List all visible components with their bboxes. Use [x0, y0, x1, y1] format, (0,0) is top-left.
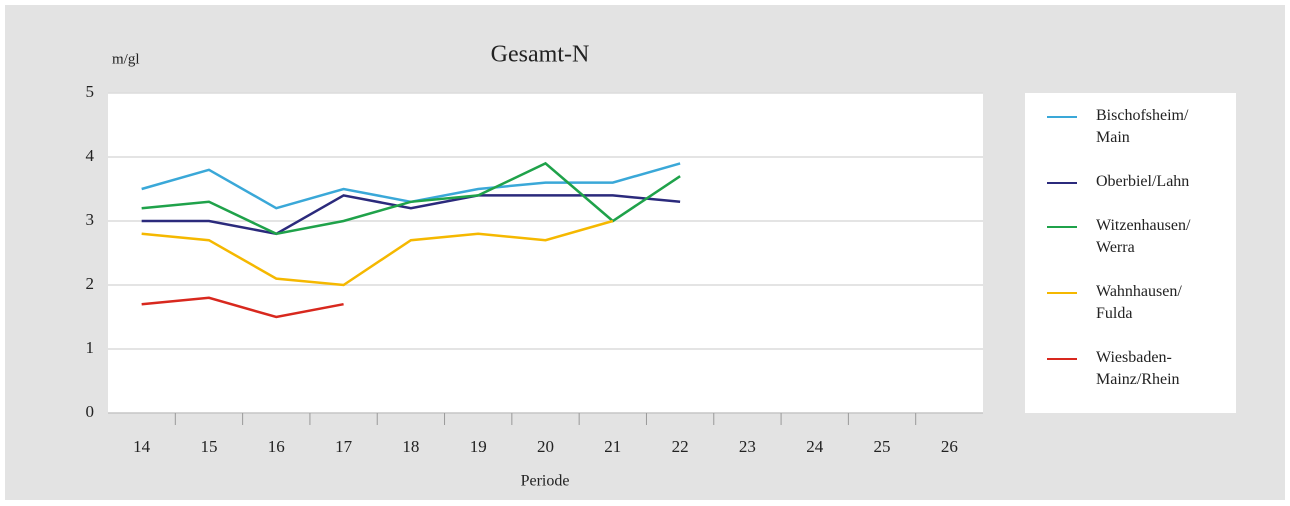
y-tick-label: 1	[86, 338, 95, 357]
y-tick-label: 4	[86, 146, 95, 165]
legend-label: Bischofsheim/ Main	[1096, 107, 1189, 146]
series-line	[141, 161, 681, 236]
series-line	[141, 194, 681, 236]
y-tick-label: 5	[86, 82, 95, 101]
legend-swatch	[1047, 292, 1077, 294]
x-tick-label: 25	[874, 437, 891, 456]
x-tick-label: 15	[200, 437, 217, 456]
x-tick-label: 19	[470, 437, 487, 456]
legend-swatch	[1047, 116, 1077, 118]
y-axis-label: m/gl	[112, 51, 140, 67]
x-tick-label: 22	[672, 437, 689, 456]
x-tick-label: 23	[739, 437, 756, 456]
legend-label: Oberbiel/Lahn	[1096, 173, 1190, 190]
x-tick-label: 26	[941, 437, 958, 456]
x-tick-label: 21	[604, 437, 621, 456]
chart-title: Gesamt-N	[491, 42, 590, 68]
x-tick-label: 14	[133, 437, 151, 456]
x-tick-label: 16	[268, 437, 285, 456]
legend-swatch	[1047, 182, 1077, 184]
x-tick-label: 18	[402, 437, 419, 456]
x-tick-label: 17	[335, 437, 353, 456]
legend-label: Witzenhausen/ Werra	[1096, 217, 1191, 256]
x-axis-label: Periode	[521, 473, 570, 490]
legend-swatch	[1047, 226, 1077, 228]
y-tick-label: 3	[86, 210, 95, 229]
series-line	[141, 296, 344, 319]
y-tick-label: 0	[86, 402, 95, 421]
legend-swatch	[1047, 358, 1077, 360]
legend-label: Wiesbaden- Mainz/Rhein	[1096, 349, 1180, 388]
legend-label: Wahnhausen/ Fulda	[1096, 283, 1182, 322]
y-tick-label: 2	[86, 274, 95, 293]
x-tick-label: 20	[537, 437, 554, 456]
plot-area	[108, 93, 983, 413]
x-tick-label: 24	[806, 437, 824, 456]
legend: Bischofsheim/ Main Oberbiel/Lahn Witzenhau…	[1025, 93, 1236, 413]
series-line	[141, 219, 614, 287]
